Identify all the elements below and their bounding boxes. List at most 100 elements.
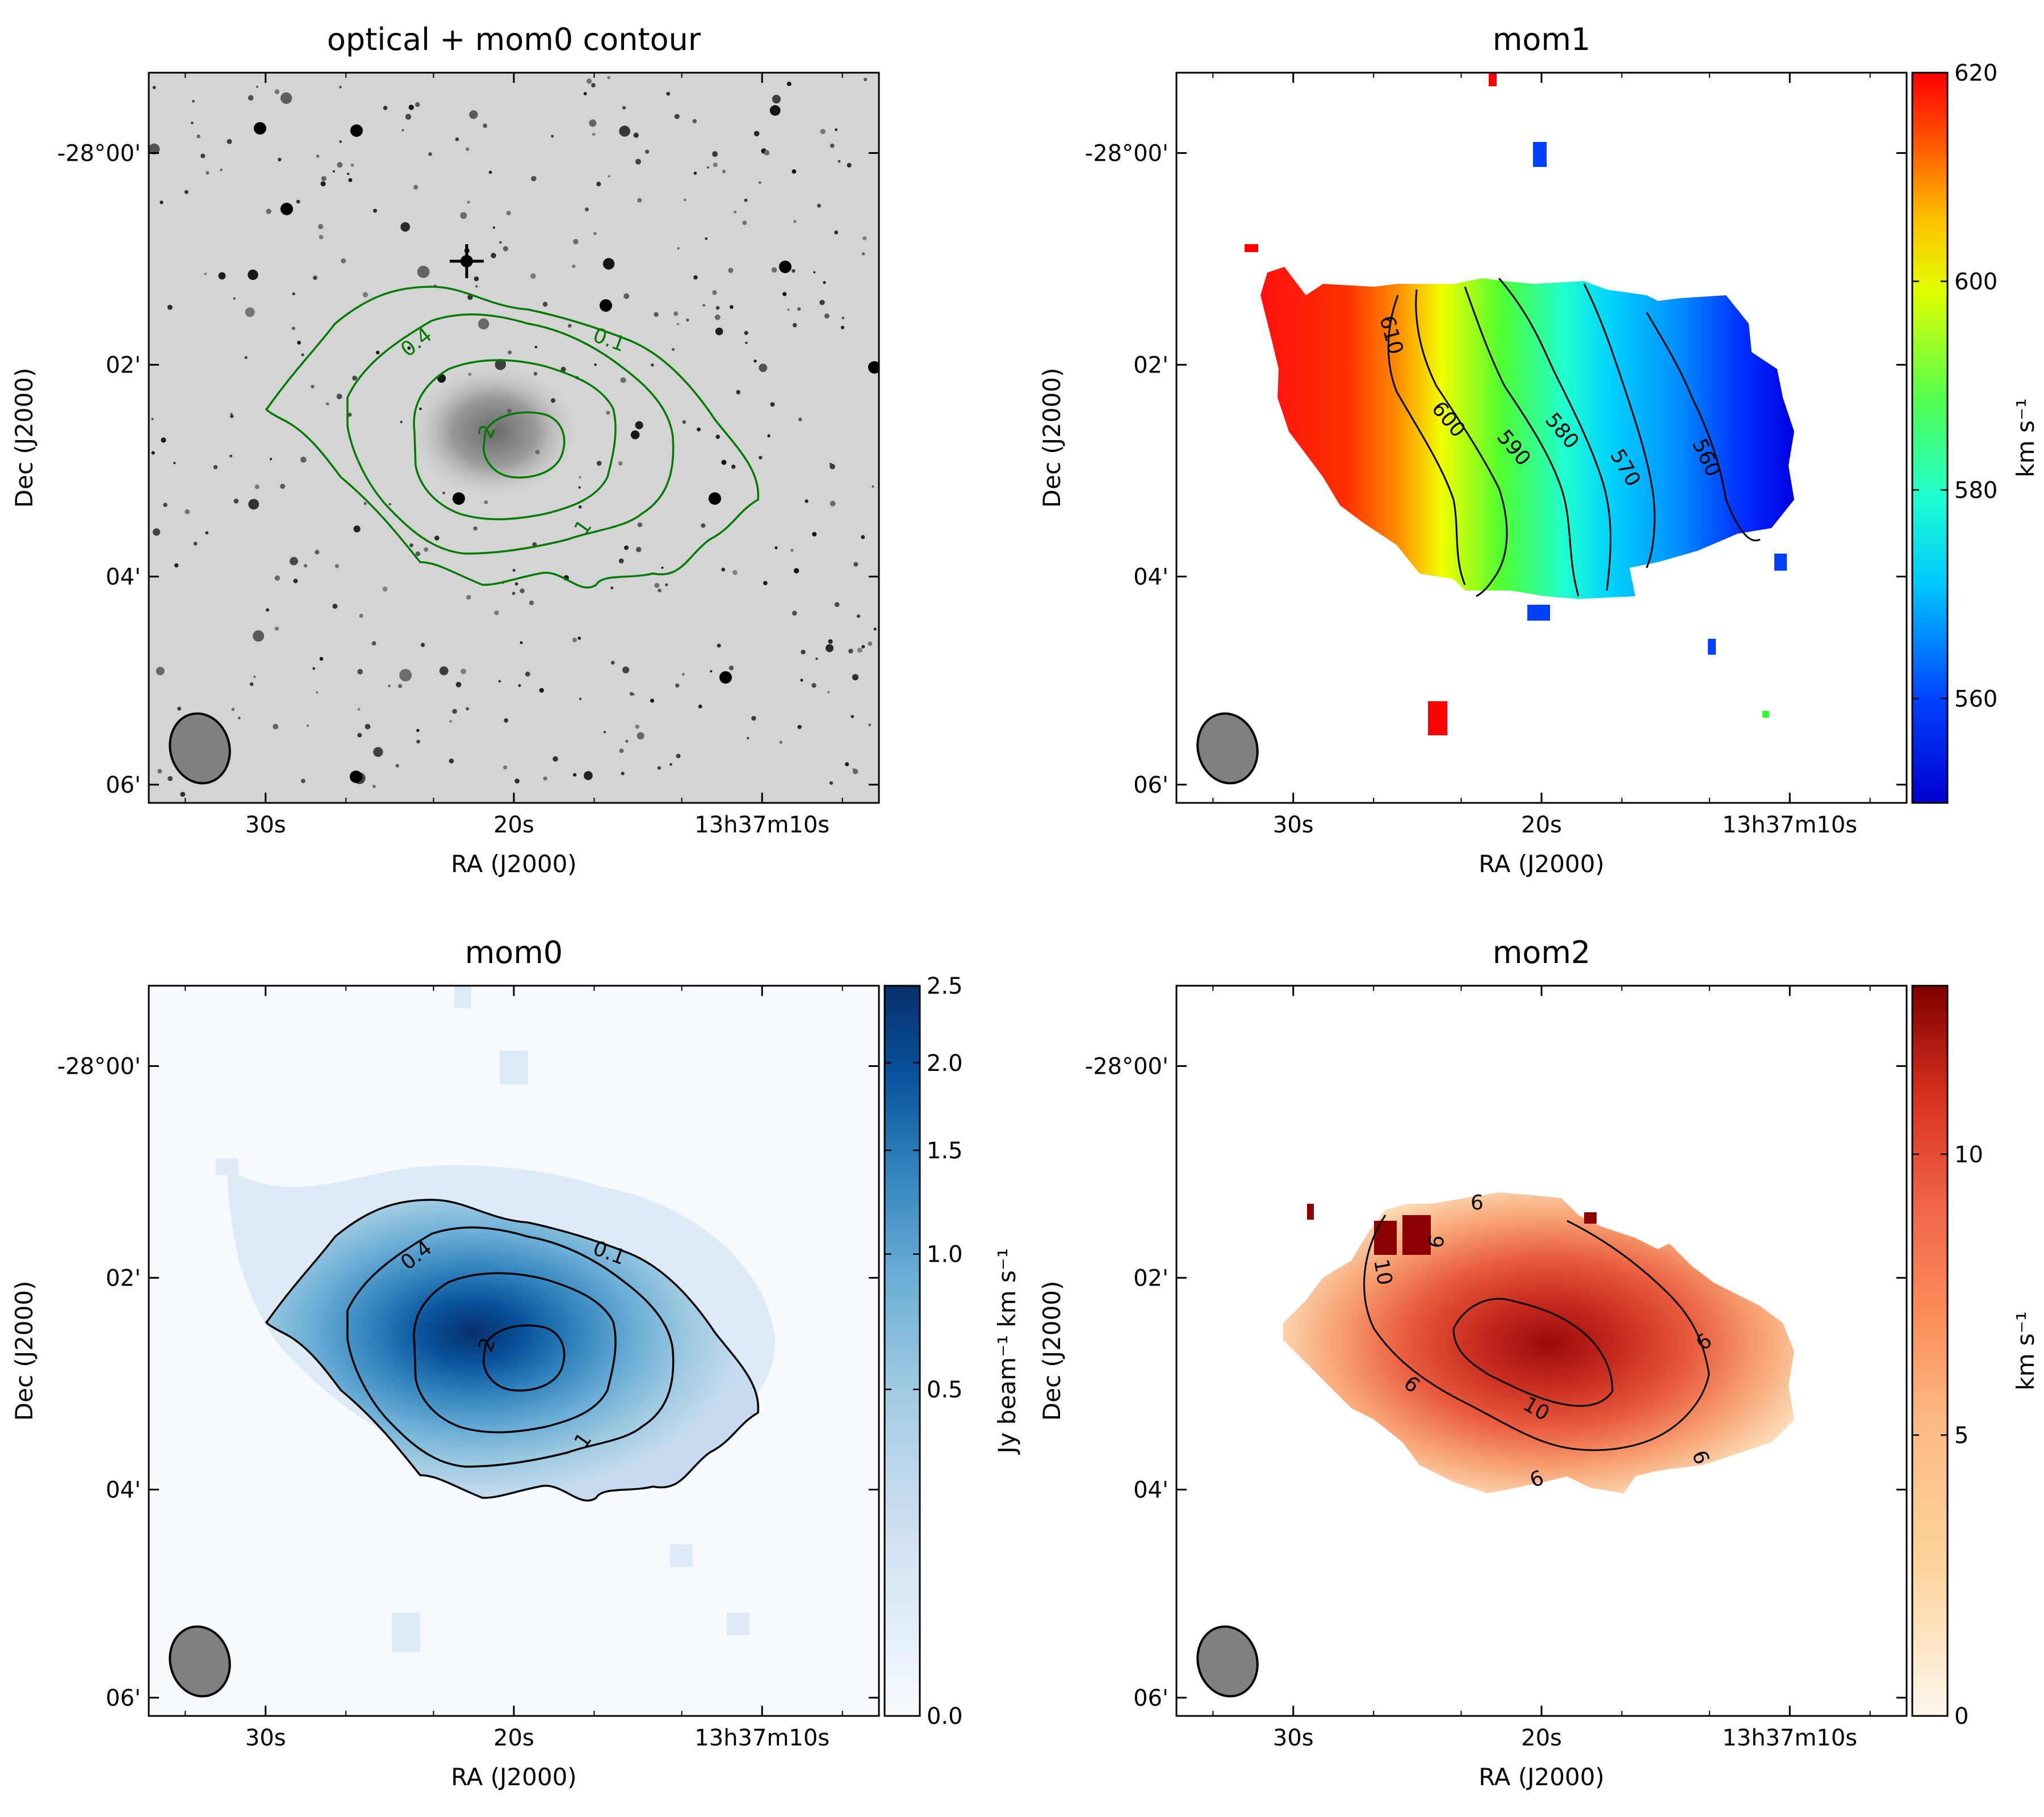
star bbox=[326, 402, 329, 406]
star bbox=[376, 350, 380, 355]
star bbox=[383, 106, 388, 110]
y-axis-label: Dec (J2000) bbox=[10, 1281, 38, 1421]
star bbox=[254, 484, 259, 489]
colorbar-tick-label: 2.5 bbox=[927, 973, 963, 999]
star bbox=[593, 232, 597, 236]
star bbox=[205, 531, 209, 535]
star bbox=[180, 792, 186, 797]
star bbox=[851, 715, 855, 718]
star bbox=[715, 306, 720, 310]
colorbar-ticks: 2.5 2.0 1.5 1.0 0.5 0.0 Jy beam⁻¹ km s⁻¹ bbox=[885, 973, 1021, 1730]
star bbox=[811, 683, 816, 688]
star bbox=[654, 583, 660, 588]
emission-patch bbox=[216, 1158, 238, 1175]
star bbox=[732, 570, 738, 575]
star bbox=[512, 568, 516, 572]
y-tick-label: 02' bbox=[106, 1265, 141, 1291]
star bbox=[585, 207, 589, 212]
star bbox=[320, 181, 326, 187]
star bbox=[767, 434, 770, 438]
y-tick-label: -28°00' bbox=[57, 140, 141, 166]
star bbox=[439, 666, 449, 676]
star bbox=[745, 341, 748, 345]
x-tick-label: 13h37m10s bbox=[694, 1725, 830, 1751]
star bbox=[498, 680, 501, 683]
star bbox=[872, 485, 874, 488]
galaxy-glow bbox=[409, 363, 579, 500]
star bbox=[266, 208, 271, 214]
star bbox=[560, 366, 566, 372]
star bbox=[710, 670, 713, 673]
star bbox=[645, 149, 650, 154]
axes-mom0: 30s 20s 13h37m10s -28°00' 02' 04' 06' RA (J2000… bbox=[10, 973, 1021, 1791]
y-tick-label: 04' bbox=[106, 1477, 141, 1503]
star bbox=[237, 717, 241, 720]
x-tick-label: 30s bbox=[245, 1725, 286, 1751]
star bbox=[636, 547, 642, 552]
star bbox=[572, 637, 577, 643]
star bbox=[334, 564, 340, 568]
star bbox=[506, 408, 512, 413]
bright-star bbox=[350, 771, 362, 783]
x-tick-label: 30s bbox=[245, 812, 286, 838]
star bbox=[857, 614, 860, 618]
patch bbox=[1374, 1221, 1397, 1255]
star bbox=[682, 420, 686, 424]
mom0-contours bbox=[265, 1199, 760, 1502]
star bbox=[273, 723, 279, 730]
star bbox=[675, 683, 680, 688]
star bbox=[230, 415, 234, 418]
x-tick-label: 30s bbox=[1273, 812, 1314, 838]
star bbox=[621, 772, 625, 776]
star bbox=[184, 190, 189, 194]
star bbox=[624, 545, 629, 550]
colorbar-ticks: 620 600 580 560 km s⁻¹ bbox=[1912, 60, 2039, 712]
y-tick-label: 06' bbox=[106, 772, 141, 798]
star bbox=[316, 691, 319, 694]
star bbox=[300, 457, 307, 463]
star bbox=[204, 273, 207, 275]
star bbox=[578, 505, 582, 509]
beam-ellipse bbox=[169, 1625, 231, 1698]
star bbox=[434, 535, 439, 541]
star bbox=[573, 773, 577, 777]
star bbox=[535, 450, 540, 455]
star bbox=[686, 319, 689, 322]
star bbox=[853, 562, 858, 567]
x-tick-label: 20s bbox=[493, 1725, 534, 1751]
star bbox=[304, 564, 308, 568]
star bbox=[415, 551, 421, 556]
star bbox=[674, 114, 680, 119]
star bbox=[488, 170, 492, 174]
star bbox=[341, 258, 346, 263]
star bbox=[551, 398, 556, 403]
star bbox=[666, 91, 671, 96]
star bbox=[231, 707, 235, 711]
star bbox=[478, 318, 489, 330]
star bbox=[827, 690, 830, 694]
bright-star bbox=[709, 492, 721, 505]
star bbox=[408, 104, 414, 110]
beam-ellipse bbox=[1196, 712, 1259, 785]
velocity-islands bbox=[1245, 73, 1497, 735]
x-tick-label: 30s bbox=[1273, 1725, 1314, 1751]
star bbox=[424, 547, 429, 552]
star bbox=[693, 171, 697, 175]
island bbox=[1245, 244, 1258, 252]
star bbox=[812, 531, 817, 537]
star bbox=[494, 610, 499, 616]
star bbox=[347, 412, 352, 417]
star bbox=[218, 272, 226, 280]
star bbox=[622, 666, 630, 673]
star bbox=[596, 460, 602, 466]
star bbox=[625, 740, 629, 743]
island bbox=[1774, 554, 1787, 571]
star bbox=[491, 253, 496, 258]
star bbox=[715, 327, 723, 336]
star bbox=[834, 602, 840, 607]
star bbox=[357, 669, 363, 675]
star bbox=[702, 304, 706, 307]
star bbox=[862, 236, 867, 241]
star bbox=[791, 169, 797, 174]
star bbox=[763, 581, 768, 585]
